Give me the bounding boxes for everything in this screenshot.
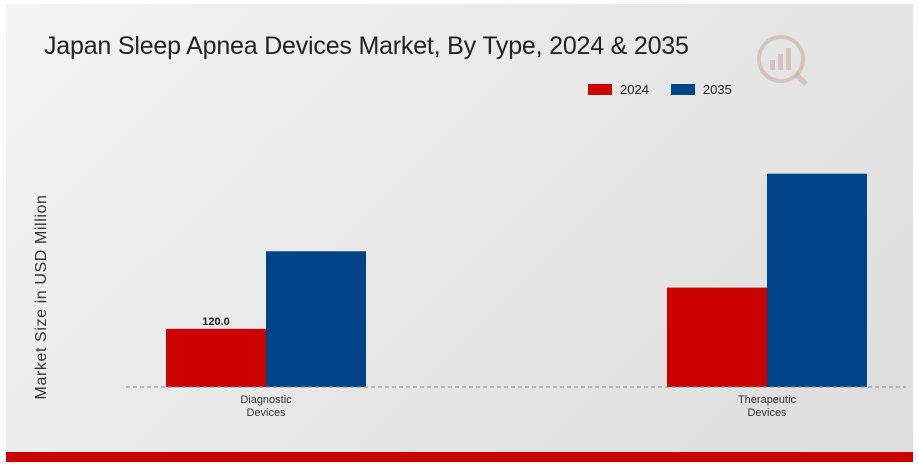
bar-2024-diagnostic-devices <box>166 328 266 387</box>
chart-frame: Japan Sleep Apnea Devices Market, By Typ… <box>6 4 913 462</box>
chart-legend: 2024 2035 <box>588 82 732 97</box>
legend-item-2024: 2024 <box>588 82 649 97</box>
bar-2024-therapeutic-devices <box>667 287 767 387</box>
legend-label-2024: 2024 <box>620 82 649 97</box>
legend-item-2035: 2035 <box>670 82 732 97</box>
x-tick-label-diagnostic-devices: Diagnostic Devices <box>240 394 292 419</box>
bar-2035-diagnostic-devices <box>266 251 366 387</box>
bar-2035-therapeutic-devices <box>767 173 867 387</box>
chart-plot: Market Size in USD Million 120.0 Diagnos… <box>33 173 906 419</box>
x-tick-labels: Diagnostic Devices Therapeutic Devices <box>240 394 796 419</box>
data-label-2024-0: 120.0 <box>202 316 230 328</box>
bars-group: 120.0 <box>166 173 867 387</box>
legend-swatch-2024 <box>588 84 612 95</box>
bottom-accent-bar <box>6 452 913 462</box>
legend-label-2035: 2035 <box>702 82 732 97</box>
brand-logo-icon <box>757 35 808 86</box>
legend-swatch-2035 <box>670 84 695 95</box>
x-tick-label-therapeutic-devices: Therapeutic Devices <box>738 394 797 419</box>
y-axis-label: Market Size in USD Million <box>33 195 50 400</box>
chart-title: Japan Sleep Apnea Devices Market, By Typ… <box>44 32 689 60</box>
